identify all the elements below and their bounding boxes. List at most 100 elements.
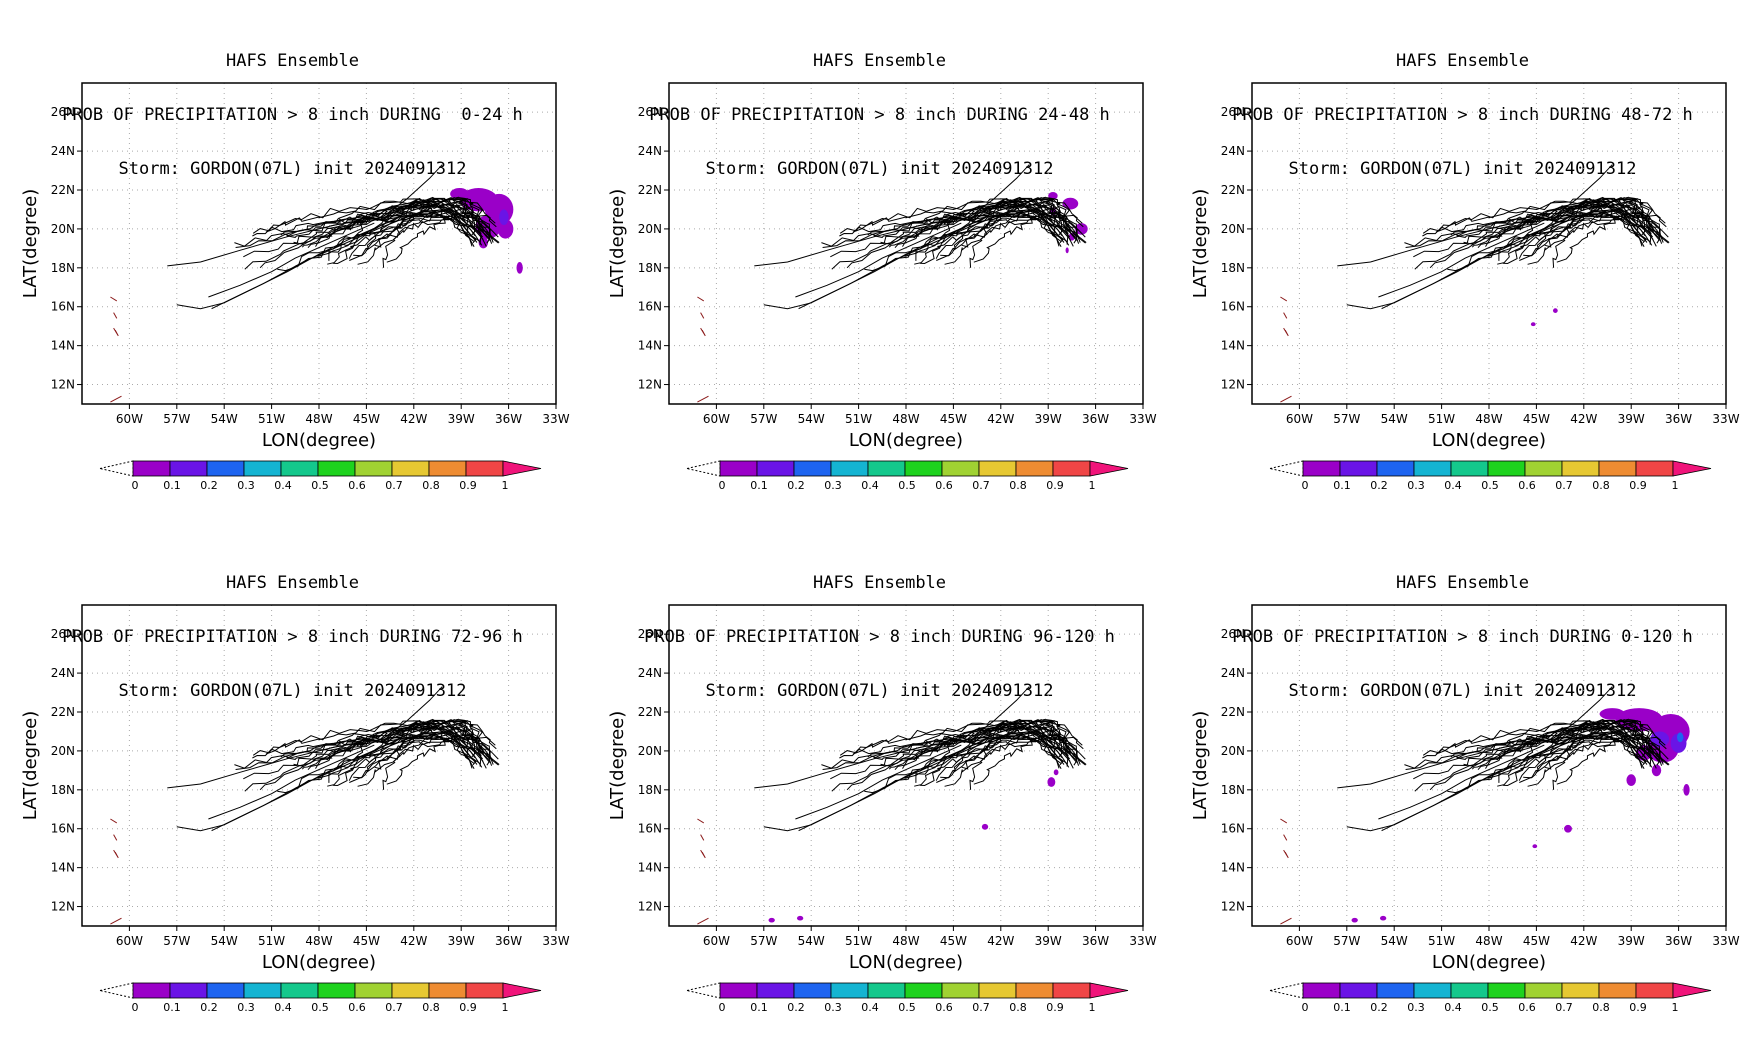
colorbar-label: 0.6: [348, 479, 366, 492]
storm-track: [327, 213, 490, 265]
y-tick-label: 20N: [638, 744, 662, 758]
x-tick-label: 54W: [211, 412, 238, 426]
colorbar-label: 0.1: [163, 479, 181, 492]
storm-track: [280, 722, 494, 761]
y-tick-label: 18N: [1221, 783, 1245, 797]
colorbar-label: 1: [1672, 479, 1679, 492]
colorbar-swatch: [1635, 460, 1674, 477]
storm-track: [1499, 205, 1653, 246]
probability-cell: [499, 209, 509, 226]
colorbar-swatch: [1052, 982, 1091, 999]
storm-track: [830, 730, 1064, 780]
y-tick-label: 24N: [1221, 666, 1245, 680]
y-tick-label: 18N: [638, 783, 662, 797]
colorbar-label: 0.9: [459, 479, 477, 492]
colorbar-swatch: [1635, 982, 1674, 999]
x-axis-label: LON(degree): [1432, 430, 1546, 451]
colorbar-label: 1: [1089, 1001, 1096, 1014]
y-tick-label: 20N: [51, 744, 75, 758]
storm-track: [243, 730, 477, 780]
storm-track: [864, 734, 1071, 794]
storm-track: [1518, 720, 1646, 781]
y-tick-label: 12N: [1221, 378, 1245, 392]
storm-track: [365, 196, 497, 252]
y-tick-label: 14N: [1221, 339, 1245, 353]
x-tick-label: 45W: [940, 934, 967, 948]
y-axis-label: LAT(degree): [607, 189, 628, 298]
coastlines: [1280, 818, 1292, 925]
storm-track: [1447, 212, 1654, 272]
storm-track: [1378, 744, 1545, 820]
ticks: [1247, 633, 1727, 931]
colorbar-over-triangle: [502, 460, 542, 477]
colorbar-label: 0.7: [972, 479, 990, 492]
colorbar-label: 0.7: [972, 1001, 990, 1014]
probability-cell: [1351, 917, 1358, 923]
ensemble-tracks: [167, 164, 500, 310]
coastline: [113, 849, 119, 859]
y-tick-label: 12N: [51, 900, 75, 914]
ensemble-tracks: [1337, 686, 1670, 832]
colorbar-label: 0.4: [861, 479, 879, 492]
x-tick-label: 60W: [703, 412, 730, 426]
storm-track: [1413, 208, 1647, 258]
model-title: HAFS Ensemble: [812, 573, 947, 593]
colorbar-label: 0.9: [1046, 1001, 1064, 1014]
storm-track: [839, 719, 1068, 765]
coastline: [110, 296, 118, 302]
x-tick-label: 36W: [495, 934, 522, 948]
colorbar-swatch: [206, 982, 245, 999]
coastline: [697, 296, 705, 302]
colorbar: 0 0.1 0.2 0.3 0.4 0.5 0.6 0.7 0.8 0.9 1: [99, 460, 542, 492]
x-tick-label: 60W: [703, 934, 730, 948]
colorbar-swatch: [1376, 460, 1415, 477]
storm-line: Storm: GORDON(07L) init 2024091312: [1288, 159, 1637, 179]
x-tick-label: 57W: [750, 934, 777, 948]
y-tick-label: 14N: [638, 861, 662, 875]
colorbar-swatch: [941, 460, 980, 477]
colorbar-label: 0: [719, 1001, 726, 1014]
x-tick-label: 51W: [258, 412, 285, 426]
map-plot: 60W 57W 54W 51W 48W 45W 42W 39W 36W 33W 12N 14N 16N 1…: [1190, 82, 1740, 492]
colorbar-swatch: [904, 982, 943, 999]
storm-track: [348, 198, 476, 259]
colorbar-under-triangle: [99, 460, 134, 477]
colorbar-label: 0.8: [422, 479, 440, 492]
colorbar-swatch: [1598, 460, 1637, 477]
model-title: HAFS Ensemble: [1395, 573, 1530, 593]
storm-track: [795, 222, 962, 298]
colorbar-swatch: [280, 460, 319, 477]
x-tick-label: 39W: [1618, 412, 1645, 426]
x-tick-label: 33W: [1712, 934, 1739, 948]
colorbar-under-triangle: [99, 982, 134, 999]
x-tick-label: 36W: [1665, 412, 1692, 426]
colorbar-label: 0: [132, 479, 139, 492]
y-tick-label: 22N: [51, 183, 75, 197]
x-tick-label: 54W: [211, 934, 238, 948]
colorbar-swatch: [978, 982, 1017, 999]
colorbar-label: 0.1: [1333, 479, 1351, 492]
colorbar-swatch: [428, 982, 467, 999]
probability-cell: [1532, 844, 1538, 849]
map-panel-96-120h: HAFS Ensemble PROB OF PRECIPITATION > 8 …: [587, 522, 1172, 1044]
probability-cell: [1564, 824, 1572, 833]
colorbar-label: 0.1: [163, 1001, 181, 1014]
storm-track: [1405, 728, 1664, 770]
colorbar-swatch: [1524, 460, 1563, 477]
x-tick-label: 45W: [353, 934, 380, 948]
colorbar-label: 0.6: [1518, 1001, 1536, 1014]
storm-track: [167, 164, 443, 267]
colorbar-label: 0.3: [1407, 479, 1425, 492]
y-tick-label: 14N: [638, 339, 662, 353]
colorbar-swatch: [756, 460, 795, 477]
probability-cell: [796, 915, 804, 921]
y-tick-label: 14N: [51, 339, 75, 353]
coastline: [700, 834, 705, 841]
y-tick-label: 16N: [1221, 822, 1245, 836]
x-tick-label: 57W: [750, 412, 777, 426]
storm-line: Storm: GORDON(07L) init 2024091312: [705, 681, 1054, 701]
colorbar-label: 0.3: [1407, 1001, 1425, 1014]
x-tick-label: 51W: [845, 934, 872, 948]
y-axis-label: LAT(degree): [607, 711, 628, 820]
colorbar-label: 0.2: [1370, 1001, 1388, 1014]
